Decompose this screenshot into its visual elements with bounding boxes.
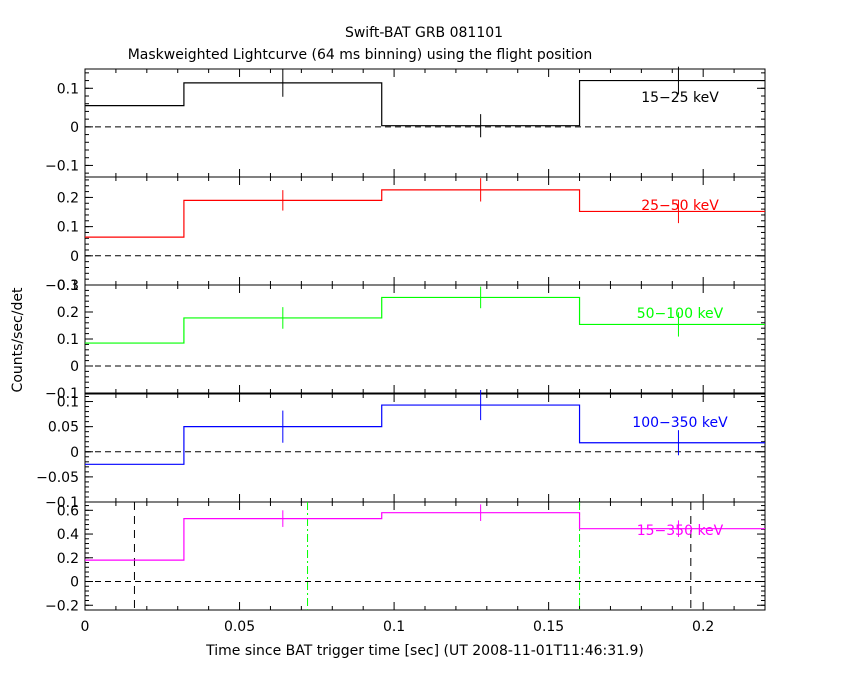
x-axis-label: Time since BAT trigger time [sec] (UT 20… (205, 643, 644, 659)
lightcurve-step (85, 79, 765, 127)
y-tick-label: 0.2 (57, 190, 79, 206)
y-tick-label: −0.2 (45, 598, 79, 614)
chart-title: Swift-BAT GRB 081101 (345, 25, 503, 41)
band-label: 25−50 keV (641, 198, 719, 214)
band-label: 15−350 keV (637, 523, 724, 539)
y-tick-label: 0.1 (57, 220, 79, 236)
panels-group: −0.100.115−25 keV−0.100.10.2 25−50 keV−0.… (36, 66, 766, 635)
y-tick-label: 0 (70, 249, 79, 265)
panel-frame (84, 393, 766, 503)
y-tick-label: −0.1 (45, 495, 79, 511)
y-tick-label: 0.1 (57, 81, 79, 97)
y-tick-label: 0.3 (57, 278, 79, 294)
band-label: 15−25 keV (641, 90, 719, 106)
y-tick-label: 0 (70, 120, 79, 136)
x-tick-label: 0.2 (692, 619, 714, 635)
lightcurve-step (85, 404, 765, 465)
panel-15-25-kev: −0.1 0 0.1 15−25 keV (45, 66, 766, 178)
panel-frame (84, 176, 766, 286)
y-tick-label: 0.2 (57, 305, 79, 321)
x-tick-label: 0.15 (533, 619, 564, 635)
y-tick-label: 0.05 (48, 420, 79, 436)
panel-100-350-kev: −0.1 −0.05 0 0.05 0.1 100−350 keV (36, 389, 766, 511)
x-tick-label: 0 (81, 619, 90, 635)
band-label: 50−100 keV (637, 306, 724, 322)
panel-25-50-kev: −0.1 0 0.1 0.2 25−50 keV (45, 176, 766, 294)
y-tick-label: 0.1 (57, 395, 79, 411)
y-tick-label: 0 (70, 575, 79, 591)
y-axis-label: Counts/sec/det (10, 287, 26, 392)
y-tick-label: −0.05 (36, 470, 79, 486)
panel-frame (84, 68, 766, 178)
y-tick-label: 0.4 (57, 527, 79, 543)
lightcurve-step (85, 189, 765, 238)
x-tick-label: 0.05 (224, 619, 255, 635)
y-tick-label: 0.2 (57, 551, 79, 567)
y-tick-label: −0.1 (45, 278, 79, 294)
band-label: 100−350 keV (632, 415, 728, 431)
y-tick-label: 0 (70, 359, 79, 375)
y-tick-label: 0 (70, 445, 79, 461)
panel-50-100-kev: −0.1 0 0.1 0.2 0.3 50−100 keV (45, 278, 766, 402)
panel-frame (84, 284, 766, 394)
y-tick-label: −0.1 (45, 158, 79, 174)
chart-subtitle: Maskweighted Lightcurve (64 ms binning) … (128, 47, 593, 63)
x-tick-label: 0.1 (383, 619, 405, 635)
lightcurve-step (85, 296, 765, 344)
lightcurve-step (85, 512, 765, 561)
panel-15-350-kev: −0.2 0 0.2 0.4 0.6 15−350 keV (45, 501, 766, 614)
y-tick-label: 0.6 (57, 503, 79, 519)
y-tick-label: 0.1 (57, 332, 79, 348)
y-tick-label: −0.1 (45, 386, 79, 402)
